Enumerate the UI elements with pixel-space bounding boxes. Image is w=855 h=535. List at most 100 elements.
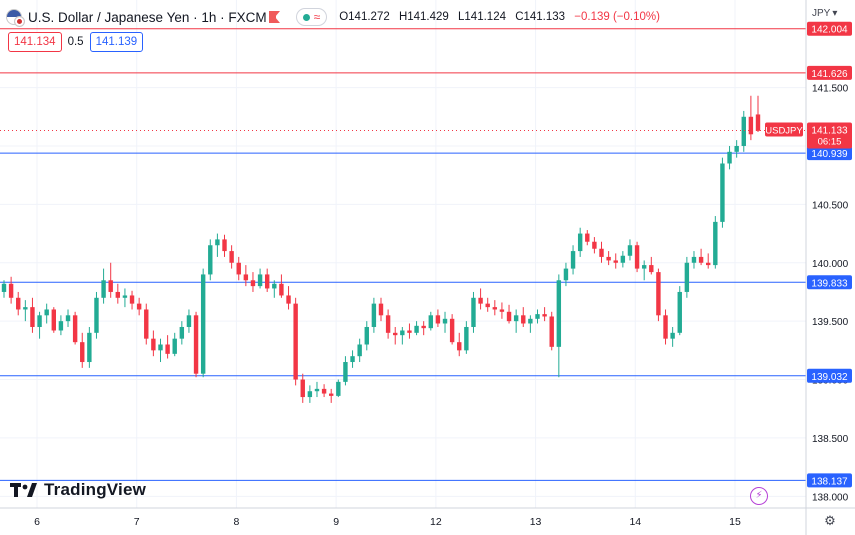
candle-body bbox=[485, 303, 490, 308]
candle-body bbox=[80, 342, 85, 363]
candle-body bbox=[122, 295, 128, 298]
x-tick-label: 8 bbox=[234, 516, 240, 528]
candle-body bbox=[264, 274, 270, 289]
candle-body bbox=[556, 280, 562, 347]
chart-grid bbox=[0, 0, 806, 508]
candle-body bbox=[549, 316, 554, 347]
currency-label: JPY bbox=[812, 8, 831, 19]
candle-body bbox=[720, 163, 725, 222]
candle-body bbox=[371, 303, 377, 327]
candle-body bbox=[385, 315, 391, 333]
bar-countdown: 06:15 bbox=[818, 136, 842, 147]
line-price-label: 139.833 bbox=[811, 278, 848, 289]
tradingview-logo[interactable]: TradingView bbox=[10, 480, 146, 500]
candle-body bbox=[336, 381, 341, 396]
candle-body bbox=[37, 315, 42, 327]
candle-body bbox=[748, 116, 754, 135]
line-price-label-bg bbox=[807, 473, 852, 488]
candle-body bbox=[421, 325, 426, 329]
open-value: O141.272 bbox=[339, 11, 390, 23]
flag-icon[interactable] bbox=[268, 11, 280, 23]
y-tick-label: 138.000 bbox=[812, 492, 849, 503]
symbol-title[interactable]: U.S. Dollar / Japanese Yen · 1h · FXCM bbox=[28, 9, 267, 25]
candle-body bbox=[464, 326, 469, 351]
candle-body bbox=[115, 291, 121, 298]
candle-body bbox=[215, 239, 220, 246]
candle-body bbox=[357, 344, 362, 357]
candle-body bbox=[51, 309, 56, 331]
candle-body bbox=[272, 283, 277, 289]
candle-body bbox=[158, 344, 163, 351]
candle-body bbox=[407, 330, 412, 333]
candle-body bbox=[30, 307, 35, 327]
candle-body bbox=[414, 325, 419, 333]
candle-body bbox=[542, 314, 547, 317]
currency-flag-icon bbox=[6, 9, 25, 27]
candle-body bbox=[620, 255, 626, 263]
candle-body bbox=[243, 274, 249, 281]
candle-body bbox=[129, 295, 135, 304]
candle-body bbox=[606, 256, 611, 261]
spread-value: 0.5 bbox=[67, 36, 84, 48]
candle-body bbox=[172, 338, 177, 354]
candle-body bbox=[364, 326, 369, 345]
candle-body bbox=[535, 314, 540, 319]
market-status-pill[interactable]: ≈ bbox=[295, 8, 328, 26]
candle-body bbox=[250, 280, 256, 287]
candle-body bbox=[144, 309, 149, 339]
candle-body bbox=[165, 344, 170, 354]
candle-body bbox=[506, 311, 512, 322]
time-axis: 6 7 8 9 12 13 14 15 bbox=[34, 516, 741, 528]
wave-icon: ≈ bbox=[313, 10, 321, 24]
x-tick-label: 12 bbox=[430, 516, 442, 528]
candle-body bbox=[1, 283, 7, 292]
x-tick-label: 15 bbox=[729, 516, 741, 528]
candle-body bbox=[65, 315, 71, 322]
candle-body bbox=[528, 318, 533, 324]
candle-body bbox=[706, 262, 711, 266]
ask-price-button[interactable]: 141.139 bbox=[89, 32, 144, 52]
candle-body bbox=[698, 256, 704, 263]
candle-body bbox=[236, 262, 241, 275]
candle-body bbox=[599, 248, 604, 257]
x-tick-label: 14 bbox=[629, 516, 641, 528]
candle-body bbox=[222, 239, 227, 252]
line-price-label-bg bbox=[807, 65, 852, 80]
bid-price-button[interactable]: 141.134 bbox=[8, 32, 62, 52]
candle-body bbox=[186, 315, 192, 327]
symbol-tag: USDJPY bbox=[765, 125, 803, 136]
candle-body bbox=[684, 262, 690, 292]
candle-body bbox=[200, 274, 206, 374]
y-tick-label: 138.500 bbox=[812, 434, 849, 445]
candle-body bbox=[521, 315, 526, 324]
candle-body bbox=[634, 245, 640, 269]
candle-body bbox=[193, 315, 199, 374]
candle-body bbox=[286, 295, 291, 304]
candle-body bbox=[400, 330, 405, 336]
line-price-label: 138.137 bbox=[811, 476, 848, 487]
currency-selector[interactable]: JPY ▾ bbox=[812, 8, 837, 19]
gear-icon[interactable]: ⚙ bbox=[824, 513, 836, 528]
bid-ask-panel: 141.134 0.5 141.139 bbox=[8, 32, 144, 52]
line-price-label-bg bbox=[807, 275, 852, 290]
line-price-label: 140.939 bbox=[811, 149, 848, 160]
bolt-icon[interactable]: ⚡ bbox=[750, 487, 768, 505]
candle-body bbox=[713, 221, 718, 266]
candle-body bbox=[513, 315, 519, 322]
change-value: −0.139 (−0.10%) bbox=[574, 11, 660, 23]
candle-body bbox=[577, 233, 583, 252]
candle-body bbox=[44, 309, 49, 316]
last-price-label-bg bbox=[807, 122, 852, 149]
y-tick-label: 139.500 bbox=[812, 317, 849, 328]
candle-body bbox=[279, 283, 284, 296]
candle-body bbox=[641, 265, 647, 269]
candle-body bbox=[478, 297, 483, 304]
last-price-label: 141.133 bbox=[811, 125, 848, 136]
candle-body bbox=[499, 309, 505, 312]
candle-body bbox=[307, 391, 313, 398]
candle-body bbox=[592, 241, 597, 249]
x-tick-label: 9 bbox=[333, 516, 339, 528]
